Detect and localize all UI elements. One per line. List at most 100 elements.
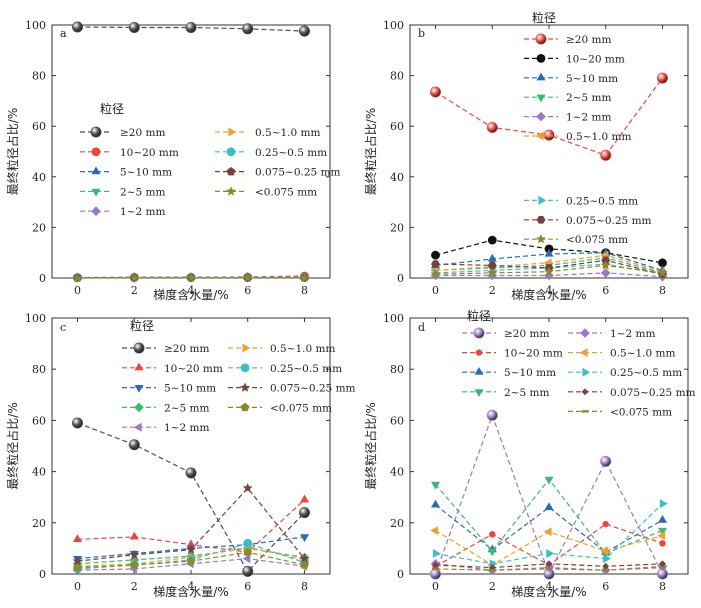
legend-item: <0.075 mm [215, 186, 317, 198]
data-point [72, 556, 83, 566]
panel-b: 0 20 40 60 80 100 0 2 4 6 8 梯度含水量/% 最终粒径占比/% b 粒径 ≥20 m… [363, 10, 689, 302]
data-point [431, 499, 440, 508]
data-point [242, 23, 254, 35]
panel-tag: b [418, 27, 425, 40]
y-tick-label: 60 [390, 414, 404, 427]
legend-label: 0.5~1.0 mm [610, 348, 675, 360]
data-point [242, 565, 254, 577]
legend-label: 0.25~0.5 mm [566, 195, 638, 207]
x-tick-label: 6 [244, 284, 251, 297]
data-point [488, 564, 496, 571]
data-point [486, 409, 498, 421]
legend-marker [536, 54, 546, 63]
data-point [300, 560, 309, 569]
legend-label: ≥20 mm [120, 127, 165, 139]
panel-tag: a [60, 27, 67, 40]
legend-marker [582, 367, 591, 377]
data-point [545, 567, 553, 571]
legend-label: 0.25~0.5 mm [610, 367, 682, 379]
x-tick-label: 8 [301, 284, 308, 297]
x-tick-label: 0 [432, 580, 439, 593]
y-tick-label: 20 [390, 517, 404, 530]
data-point [657, 531, 666, 541]
legend-marker [580, 328, 590, 338]
legend-item: 10~20 mm [462, 348, 563, 360]
data-point [657, 267, 668, 278]
data-point [129, 560, 139, 569]
data-point [430, 526, 439, 535]
legend-marker [535, 33, 547, 45]
legend-item: 0.5~1.0 mm [228, 343, 335, 355]
data-point [486, 122, 498, 133]
x-axis-label: 梯度含水量/% [153, 287, 228, 302]
legend-marker [240, 402, 250, 412]
legend-item: 2~5 mm [462, 387, 549, 399]
legend-label: 0.075~0.25 mm [566, 215, 652, 227]
y-tick-label: 40 [390, 466, 404, 479]
legend-label: 5~10 mm [164, 383, 216, 395]
legend-item: <0.075 mm [568, 406, 672, 418]
legend-item: ≥20 mm [122, 342, 209, 355]
x-tick-label: 0 [74, 284, 81, 297]
legend-marker [91, 206, 101, 216]
legend-marker [474, 389, 484, 397]
data-point [489, 531, 496, 538]
data-point [299, 507, 310, 519]
panel-c: 0 20 40 60 80 100 0 2 4 6 8 梯度含水量/% 最终粒径占比/% c 粒径 ≥20 m… [5, 312, 356, 599]
legend-label: 10~20 mm [504, 348, 563, 360]
legend-marker [228, 127, 237, 137]
y-tick-label: 80 [32, 363, 46, 376]
y-tick-label: 60 [32, 414, 46, 427]
data-point [602, 569, 610, 572]
legend-marker [538, 195, 547, 205]
data-point [658, 258, 667, 268]
y-tick-label: 100 [383, 19, 404, 32]
legend-marker [240, 382, 250, 392]
data-point [430, 269, 441, 279]
legend-item: 1~2 mm [524, 112, 611, 124]
panel-a: 0 20 40 60 80 100 0 2 4 6 8 梯度含水量/% 最终粒径占比/% a 粒径 ≥20 m… [5, 19, 341, 302]
data-point [659, 560, 666, 568]
legend-label: ≥20 mm [566, 34, 611, 46]
data-point [600, 455, 612, 467]
data-point [431, 250, 440, 260]
legend-item: 0.075~0.25 mm [228, 382, 356, 395]
legend-item: 10~20 mm [524, 53, 625, 65]
data-point [299, 553, 310, 563]
legend-marker [133, 342, 145, 354]
data-point [431, 260, 440, 268]
legend-label: 0.5~1.0 mm [566, 131, 631, 143]
x-tick-label: 4 [546, 284, 553, 297]
legend-title: 粒径 [100, 101, 124, 116]
legend-item: 0.5~1.0 mm [215, 127, 320, 139]
legend-item: 1~2 mm [568, 328, 655, 340]
x-tick-label: 0 [74, 580, 81, 593]
data-point [602, 520, 609, 528]
legend-label: 0.5~1.0 mm [270, 343, 335, 355]
y-tick-label: 60 [32, 120, 46, 133]
y-tick-label: 0 [39, 568, 46, 581]
y-tick-label: 60 [390, 120, 404, 133]
x-tick-label: 2 [131, 580, 138, 593]
y-tick-label: 80 [32, 70, 46, 83]
legend-marker [134, 362, 144, 371]
data-point [545, 560, 553, 568]
data-point [72, 21, 83, 33]
series-d-7 [432, 560, 666, 571]
legend-label: 1~2 mm [120, 206, 165, 218]
data-point [242, 554, 251, 564]
data-point [546, 549, 555, 558]
legend-marker [581, 410, 589, 413]
panel-tag: c [60, 321, 66, 334]
data-point [242, 272, 253, 282]
data-point [600, 260, 611, 270]
legend-label: <0.075 mm [255, 186, 317, 198]
series-d-0 [430, 409, 668, 580]
legend-title: 粒径 [532, 10, 556, 25]
legend-marker [90, 126, 102, 138]
series-c-0 [72, 417, 310, 577]
y-tick-label: 100 [25, 312, 46, 325]
legend-label: 2~5 mm [566, 92, 611, 104]
series-c-8 [73, 547, 309, 572]
